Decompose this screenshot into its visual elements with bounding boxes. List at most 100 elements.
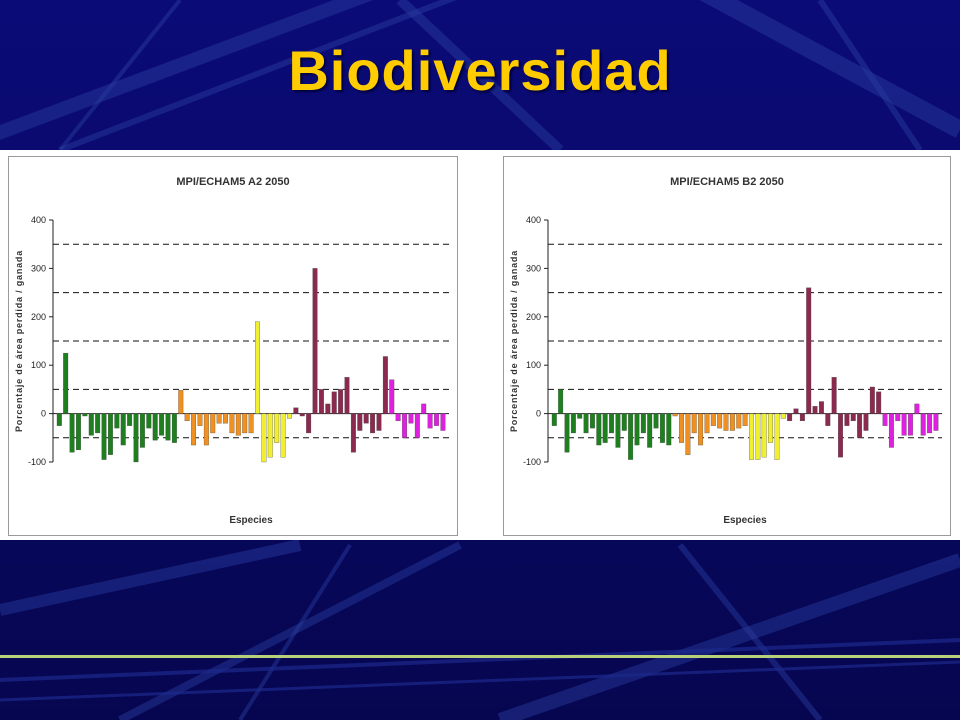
y-tick-label: 300: [31, 263, 46, 273]
bar: [876, 391, 882, 414]
bar: [666, 413, 672, 446]
y-axis-label: Porcentaje de área perdida / ganada: [509, 250, 519, 432]
bar: [127, 413, 133, 426]
bar: [812, 406, 818, 414]
bar: [736, 413, 742, 429]
chart-title: MPI/ECHAM5 B2 2050: [670, 176, 784, 188]
bar: [685, 413, 691, 455]
bar: [242, 413, 248, 434]
bar: [76, 413, 81, 451]
bar: [408, 413, 414, 424]
bar: [152, 413, 158, 441]
bar: [653, 413, 659, 429]
bar: [914, 403, 920, 414]
bar: [95, 413, 101, 434]
bar: [679, 413, 684, 443]
bar: [888, 413, 894, 448]
bar: [749, 413, 754, 460]
x-axis-label: Especies: [229, 515, 273, 526]
bar: [223, 413, 228, 424]
bar: [178, 390, 184, 414]
bar: [114, 413, 120, 429]
bar: [761, 413, 767, 458]
bar: [427, 413, 433, 429]
bar-chart-a2: MPI/ECHAM5 A2 2050 Porcentaje de área per…: [14, 176, 449, 526]
bar: [101, 413, 107, 460]
y-tick-label: 100: [31, 360, 46, 370]
bar: [210, 413, 216, 434]
bar: [63, 352, 69, 414]
bar: [274, 413, 280, 443]
bar: [672, 413, 678, 417]
y-tick-label: 200: [31, 312, 46, 322]
bar: [389, 379, 395, 414]
bar: [729, 413, 735, 431]
bar: [120, 413, 126, 446]
bar: [280, 413, 286, 458]
bar: [133, 413, 139, 463]
bar: [806, 287, 812, 414]
bar: [768, 413, 773, 443]
bar: [551, 413, 557, 426]
bar: [882, 413, 888, 426]
y-tick-label: 300: [526, 263, 541, 273]
bar: [248, 413, 254, 434]
bar: [56, 413, 62, 426]
bar: [710, 413, 716, 426]
bar: [723, 413, 729, 431]
bar: [927, 413, 933, 434]
bar: [908, 413, 913, 436]
bar: [139, 413, 145, 448]
y-tick-label: 0: [536, 409, 541, 419]
bar: [299, 413, 305, 417]
bar: [69, 413, 75, 453]
bar: [647, 413, 653, 448]
slide-title: Biodiversidad: [288, 39, 672, 102]
bar: [171, 413, 177, 443]
y-tick-label: -100: [523, 457, 541, 467]
bar: [434, 413, 439, 426]
bottom-band: [0, 638, 960, 702]
bar: [261, 413, 267, 463]
bar: [774, 413, 780, 460]
bar: [628, 413, 634, 460]
bar: [564, 413, 570, 453]
bar: [577, 413, 583, 419]
bar: [583, 413, 589, 434]
y-axis-label: Porcentaje de área perdida / ganada: [14, 250, 24, 432]
bar: [596, 413, 602, 446]
bar: [344, 377, 350, 414]
bar: [108, 413, 113, 455]
bar: [306, 413, 312, 434]
y-tick-label: 100: [526, 360, 541, 370]
bar: [267, 413, 273, 458]
bar: [590, 413, 595, 429]
y-tick-label: -100: [28, 457, 46, 467]
chart-title: MPI/ECHAM5 A2 2050: [176, 176, 289, 188]
bar: [82, 413, 88, 417]
bar: [235, 413, 241, 436]
bar: [229, 413, 235, 434]
bar: [216, 413, 222, 424]
bar: [831, 377, 837, 414]
bar: [203, 413, 209, 446]
bar: [698, 413, 704, 446]
bar: [363, 413, 369, 424]
bar: [780, 413, 786, 419]
bar: [293, 407, 299, 414]
bar: [838, 413, 843, 458]
bar: [634, 413, 640, 446]
bar: [933, 413, 939, 431]
bar: [197, 413, 203, 426]
bar: [742, 413, 748, 426]
bar: [350, 413, 356, 453]
bar: [787, 413, 793, 422]
bar: [312, 268, 318, 414]
bar: [421, 403, 427, 414]
bar: [165, 413, 171, 441]
bar: [825, 413, 831, 426]
bar: [318, 389, 324, 414]
bar: [325, 403, 331, 414]
bar: [191, 413, 197, 446]
y-tick-label: 200: [526, 312, 541, 322]
